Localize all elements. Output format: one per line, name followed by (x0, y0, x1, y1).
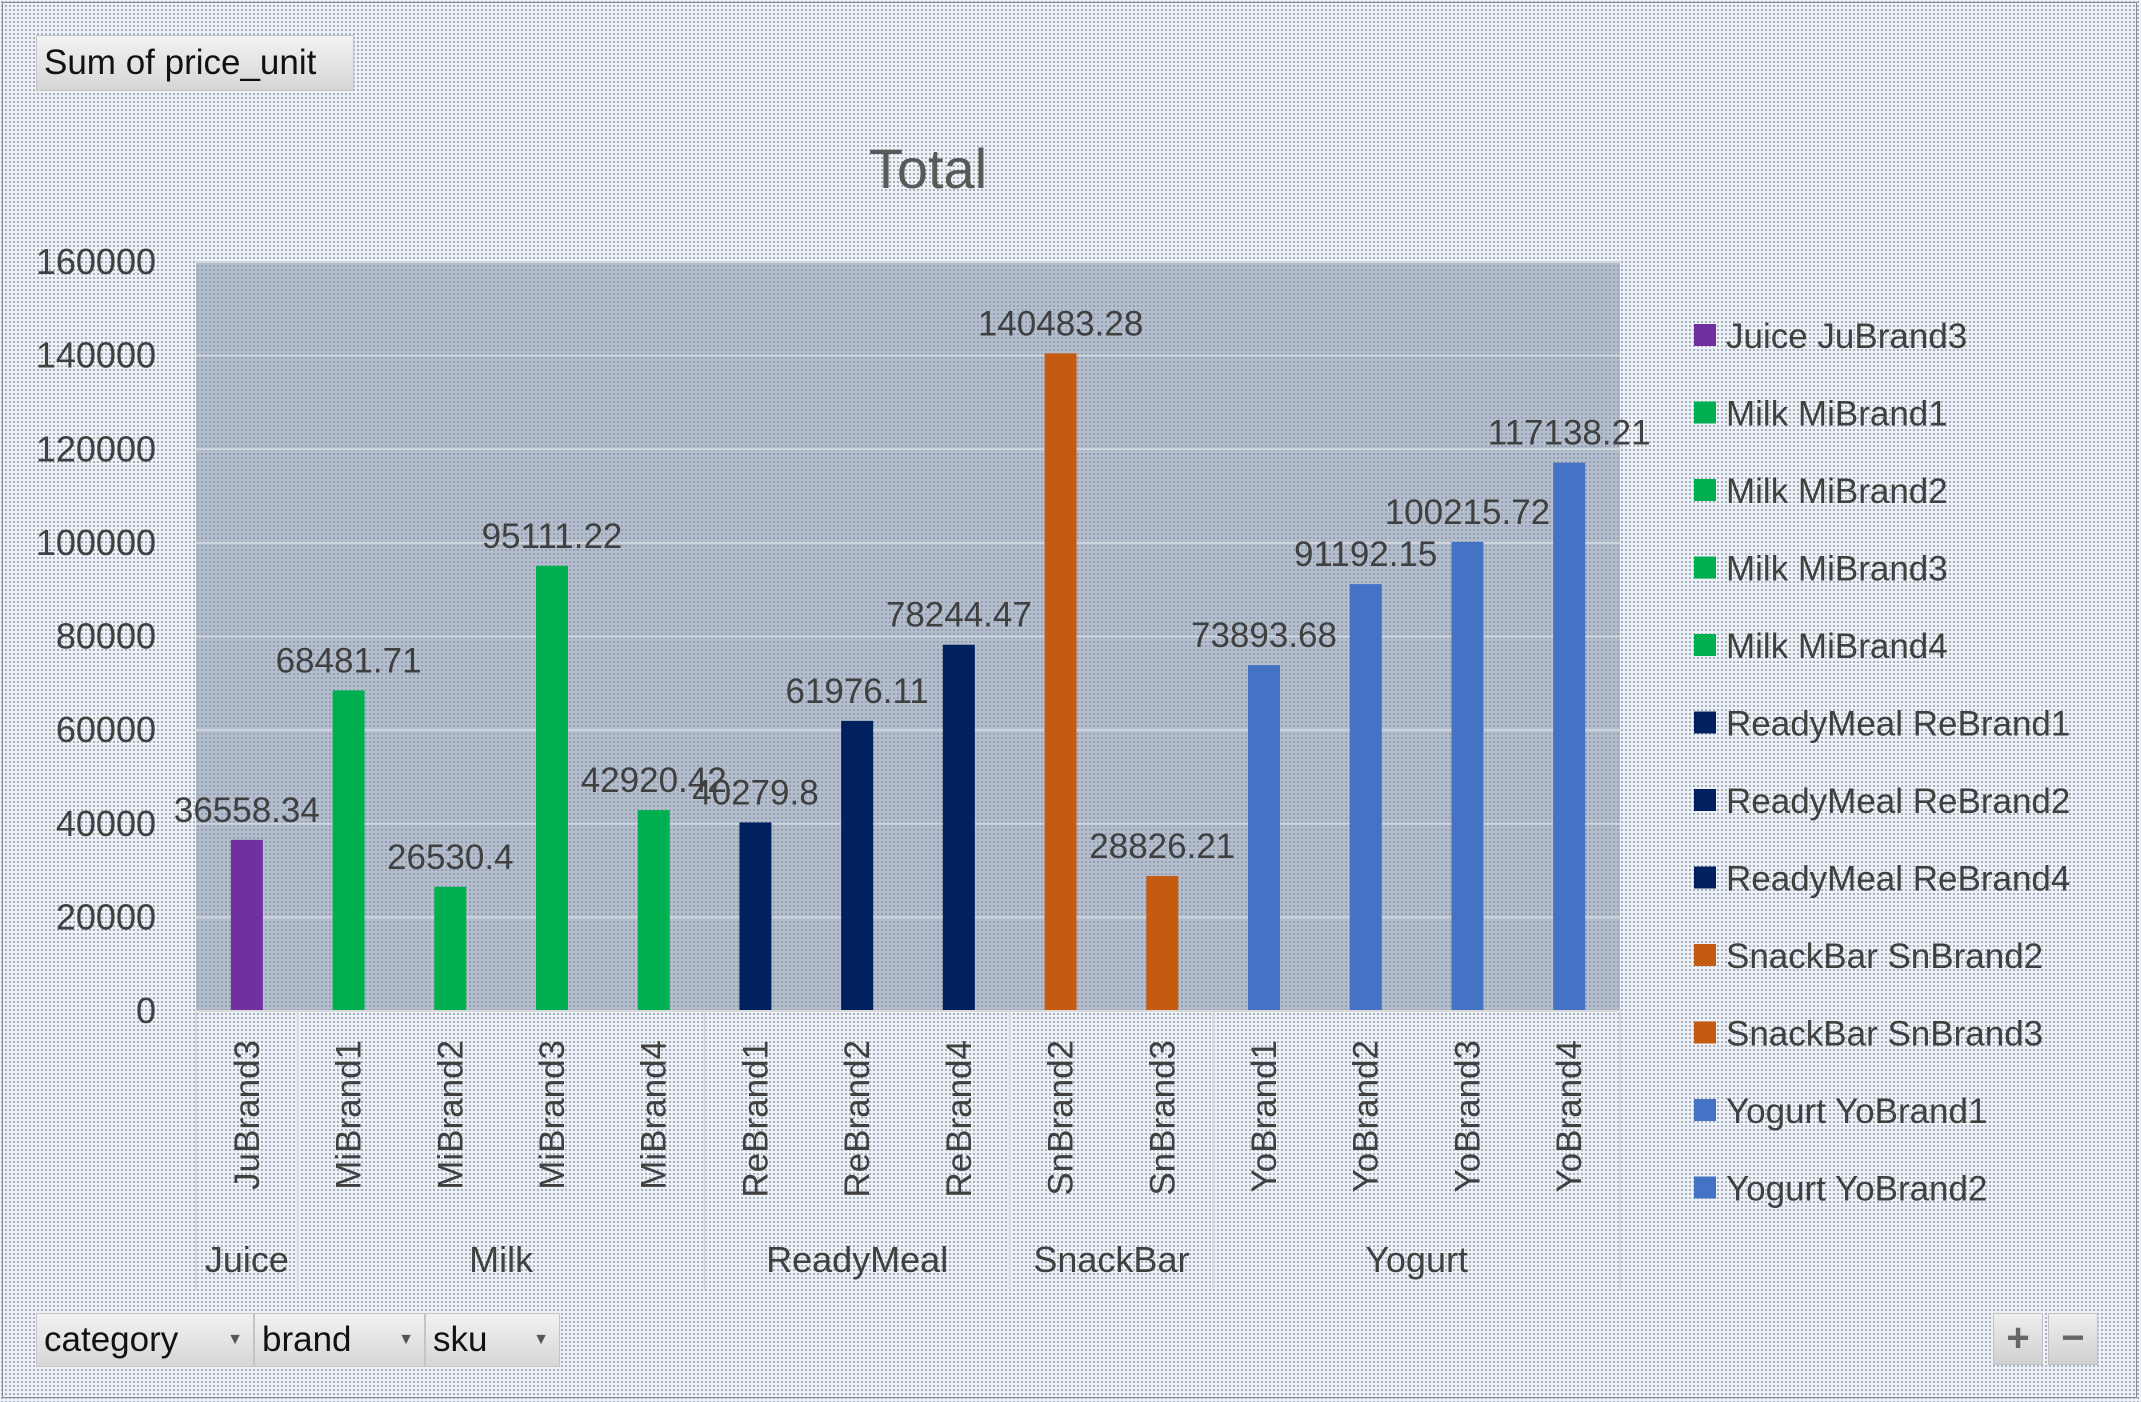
legend-entry: Milk MiBrand3 (1726, 550, 1948, 589)
data-label: 68481.71 (276, 641, 422, 680)
legend-swatch (1694, 634, 1716, 656)
expand-field-button[interactable]: + (1993, 1313, 2043, 1365)
dropdown-arrow-icon: ▼ (227, 1331, 243, 1348)
x-tick-label: YoBrand1 (1245, 1040, 1284, 1192)
legend-entry: Milk MiBrand1 (1726, 395, 1948, 434)
bar-yobrand3 (1451, 541, 1484, 1011)
category-label: SnackBar (1033, 1239, 1189, 1280)
y-tick-label: 140000 (36, 335, 156, 376)
bar-snbrand2 (1044, 353, 1077, 1011)
data-label: 42920.42 (581, 761, 727, 800)
data-label: 36558.34 (174, 791, 320, 830)
bar-rebrand1 (739, 822, 772, 1011)
data-label: 61976.11 (785, 672, 928, 711)
data-label: 91192.15 (1294, 535, 1437, 574)
bar-yobrand4 (1553, 462, 1586, 1012)
x-tick-label: YoBrand2 (1347, 1040, 1386, 1192)
legend-swatch (1694, 401, 1716, 424)
category-label: ReadyMeal (766, 1239, 948, 1280)
category-label: Juice (205, 1239, 289, 1280)
sku-filter-button[interactable]: sku ▼ (425, 1313, 560, 1367)
brand-filter-label: brand (262, 1320, 352, 1359)
data-label: 78244.47 (886, 596, 1032, 635)
category-label: Yogurt (1365, 1239, 1468, 1280)
data-label: 73893.68 (1191, 616, 1337, 655)
legend-swatch (1694, 1099, 1716, 1121)
legend-entry: ReadyMeal ReBrand1 (1726, 705, 2070, 744)
dropdown-arrow-icon: ▼ (533, 1331, 549, 1348)
x-tick-label: MiBrand4 (635, 1040, 674, 1190)
bar-jubrand3 (230, 839, 263, 1011)
legend-entry: SnackBar SnBrand2 (1726, 937, 2043, 976)
collapse-field-button[interactable]: − (2048, 1313, 2098, 1365)
bar-yobrand1 (1248, 665, 1280, 1011)
legend-swatch (1694, 711, 1716, 734)
category-filter-button[interactable]: category ▼ (36, 1313, 254, 1367)
legend-entry: SnackBar SnBrand3 (1726, 1015, 2043, 1054)
legend-swatch (1694, 556, 1716, 579)
y-tick-label: 160000 (36, 241, 156, 282)
category-filter-label: category (44, 1320, 179, 1359)
data-label: 140483.28 (978, 304, 1143, 343)
legend-swatch (1694, 324, 1716, 346)
legend-entry: ReadyMeal ReBrand2 (1726, 782, 2070, 821)
bar-snbrand3 (1146, 876, 1179, 1011)
legend-swatch (1694, 479, 1716, 501)
legend-swatch (1694, 944, 1716, 966)
data-label: 26530.4 (387, 838, 514, 877)
x-tick-label: MiBrand1 (330, 1040, 369, 1190)
y-tick-label: 120000 (36, 428, 156, 469)
x-tick-label: YoBrand4 (1550, 1040, 1589, 1192)
y-tick-label: 80000 (56, 616, 156, 657)
legend-swatch (1694, 1176, 1716, 1199)
y-tick-label: 60000 (56, 709, 156, 750)
legend-entry: Yogurt YoBrand1 (1726, 1092, 1987, 1131)
x-tick-label: JuBrand3 (228, 1040, 267, 1190)
bar-mibrand2 (434, 886, 467, 1011)
bar-mibrand3 (536, 565, 568, 1011)
x-tick-label: ReBrand4 (940, 1040, 979, 1198)
legend-entry: Milk MiBrand4 (1726, 627, 1948, 666)
brand-filter-button[interactable]: brand ▼ (254, 1313, 425, 1367)
data-label: 95111.22 (482, 517, 623, 556)
chart-title: Total (869, 137, 987, 200)
legend-entry: Yogurt YoBrand2 (1726, 1170, 1987, 1209)
x-tick-label: MiBrand3 (533, 1040, 572, 1190)
value-field-label: Sum of price_unit (44, 43, 317, 82)
bar-rebrand4 (942, 644, 975, 1011)
value-field-button[interactable]: Sum of price_unit (36, 35, 354, 91)
legend-entry: Milk MiBrand2 (1726, 472, 1948, 511)
x-tick-label: ReBrand2 (838, 1040, 877, 1198)
data-label: 117138.21 (1488, 414, 1651, 453)
y-tick-label: 0 (136, 990, 156, 1031)
y-tick-label: 20000 (56, 896, 156, 937)
data-label: 28826.21 (1089, 827, 1235, 866)
bar-rebrand2 (841, 720, 874, 1011)
bar-mibrand1 (332, 690, 365, 1011)
legend-swatch (1694, 866, 1716, 889)
sku-filter-label: sku (433, 1320, 488, 1359)
legend-entry: ReadyMeal ReBrand4 (1726, 860, 2070, 899)
x-tick-label: SnBrand3 (1143, 1040, 1182, 1196)
bar-yobrand2 (1349, 584, 1382, 1011)
x-tick-label: MiBrand2 (431, 1040, 470, 1190)
x-tick-label: SnBrand2 (1042, 1040, 1081, 1196)
bar-mibrand4 (637, 810, 670, 1011)
y-tick-label: 40000 (56, 803, 156, 844)
data-label: 40279.8 (692, 773, 819, 812)
category-label: Milk (469, 1239, 534, 1280)
y-tick-label: 100000 (36, 522, 156, 563)
legend-swatch (1694, 1021, 1716, 1044)
dropdown-arrow-icon: ▼ (398, 1331, 414, 1348)
x-tick-label: YoBrand3 (1448, 1040, 1487, 1192)
legend-swatch (1694, 789, 1716, 811)
data-label: 100215.72 (1385, 493, 1550, 532)
x-tick-label: ReBrand1 (736, 1040, 775, 1198)
legend-entry: Juice JuBrand3 (1726, 317, 1967, 356)
